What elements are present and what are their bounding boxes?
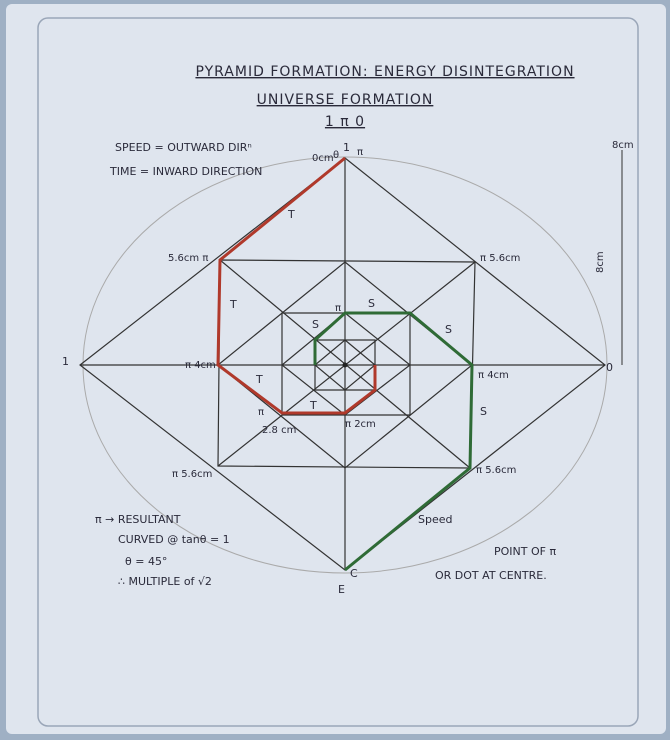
- label: 5.6cm π: [168, 253, 208, 264]
- label: π 4cm: [478, 370, 509, 381]
- label: π 2cm: [345, 419, 376, 430]
- speed-path: [313, 311, 474, 572]
- label: π 5.6cm: [476, 465, 516, 476]
- label: 2.8 cm: [262, 425, 296, 436]
- title: UNIVERSE FORMATION: [257, 92, 434, 108]
- title: 1 π 0: [325, 114, 365, 130]
- label: Speed: [418, 513, 452, 526]
- note: π → RESULTANT: [95, 513, 181, 526]
- time-path: [216, 156, 377, 415]
- label: 1: [343, 141, 350, 154]
- label: π 5.6cm: [480, 253, 520, 264]
- footnote: OR DOT AT CENTRE.: [435, 569, 547, 582]
- label: π: [335, 303, 341, 314]
- label: S: [480, 405, 487, 418]
- note: ∴ MULTIPLE of √2: [118, 575, 212, 588]
- label: S: [312, 318, 319, 331]
- note: CURVED @ tanθ = 1: [118, 533, 230, 546]
- label: π: [258, 407, 264, 418]
- note: θ = 45°: [125, 555, 167, 568]
- label: 0: [606, 361, 613, 374]
- title: PYRAMID FORMATION: ENERGY DISINTEGRATION: [195, 64, 574, 80]
- definition: TIME = INWARD DIRECTION: [109, 165, 262, 178]
- label: θ: [333, 150, 339, 161]
- paper: [6, 4, 666, 734]
- label: E: [338, 583, 345, 596]
- label: T: [309, 399, 317, 412]
- label: π 5.6cm: [172, 469, 212, 480]
- footnote: POINT OF π: [494, 545, 556, 558]
- label: C: [350, 567, 358, 580]
- label: π: [357, 147, 363, 158]
- border: [37, 17, 639, 727]
- label: 1: [62, 355, 69, 368]
- centre-dot: [342, 362, 348, 368]
- diagram: [79, 150, 623, 574]
- label: T: [287, 208, 295, 221]
- label: 0cm: [312, 153, 334, 164]
- label: 8cm: [595, 251, 606, 273]
- label: π 4cm: [185, 360, 216, 371]
- label: T: [229, 298, 237, 311]
- labels: 1 θ 0cm π T 5.6cm π π 5.6cm T π 4cm T π …: [62, 140, 634, 596]
- label: T: [255, 373, 263, 386]
- label: S: [368, 297, 375, 310]
- label: 8cm: [612, 140, 634, 151]
- label: S: [445, 323, 452, 336]
- definition: SPEED = OUTWARD DIRⁿ: [115, 141, 252, 154]
